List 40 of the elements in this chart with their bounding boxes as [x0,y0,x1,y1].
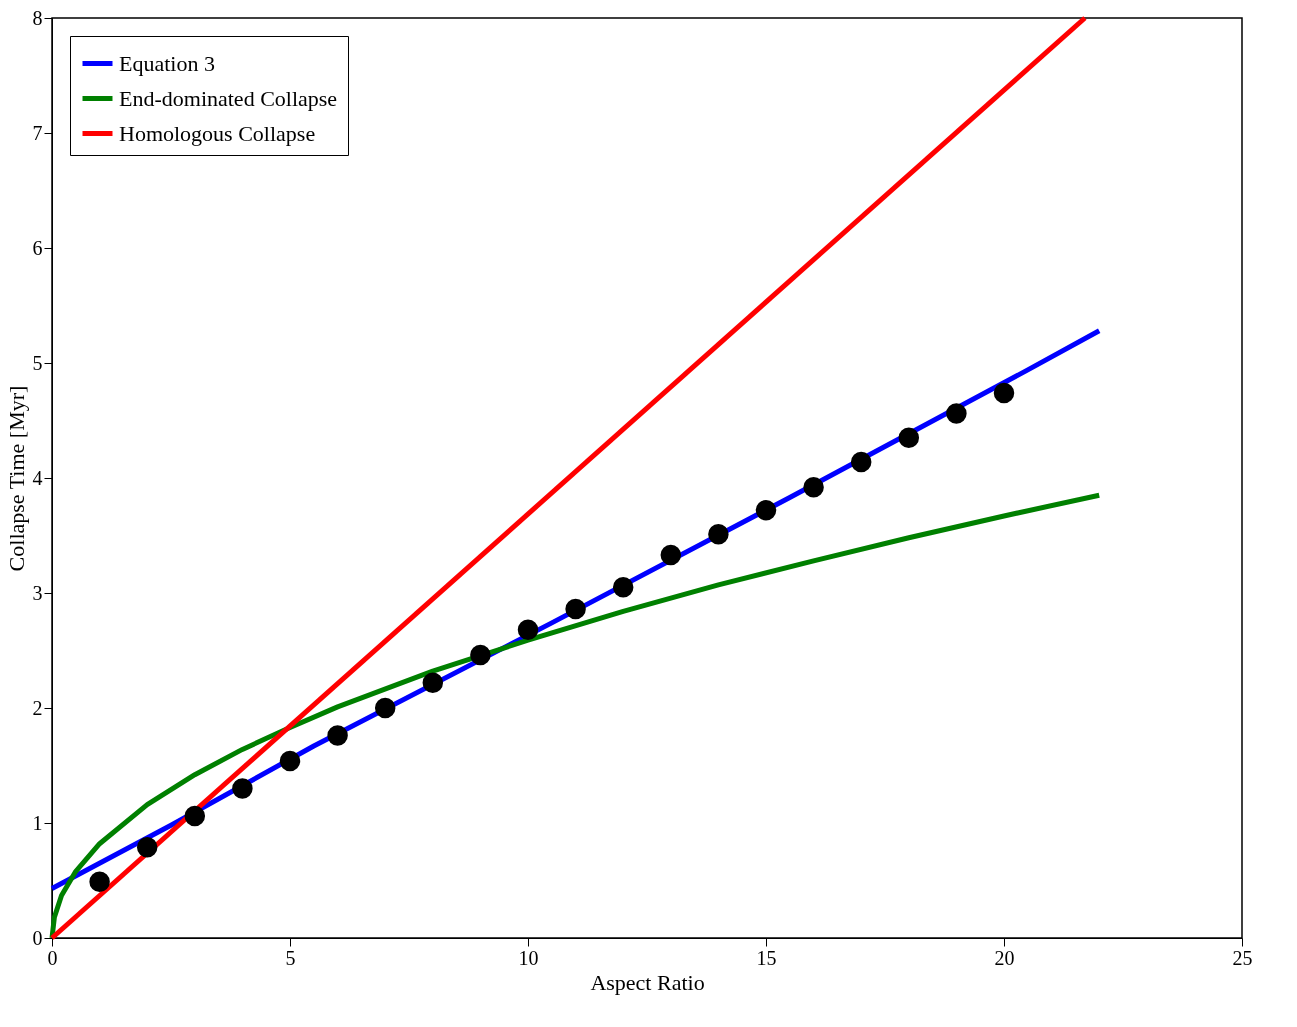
point [993,382,1015,404]
point [470,644,491,666]
y-tick-label: 7 [32,121,43,144]
legend-label: End-dominated Collapse [119,85,338,111]
y-tick-label: 6 [32,236,43,259]
legend-label: Homologous Collapse [119,120,316,146]
x-axis-title: Aspect Ratio [590,969,705,995]
y-tick-label: 0 [32,926,43,949]
point [184,805,206,827]
y-tick-label: 1 [32,811,43,834]
point [422,672,444,693]
point [612,577,634,598]
point [136,836,158,858]
point [708,524,729,545]
point [803,476,824,498]
point [946,403,967,424]
point [850,451,872,473]
point [755,499,777,521]
point [89,871,110,892]
x-tick-label: 25 [1232,946,1253,969]
point [660,544,682,566]
legend-label: Equation 3 [119,50,215,76]
point [374,697,396,719]
x-tick-label: 5 [285,946,296,969]
point [517,619,539,641]
point [565,598,586,620]
y-tick-label: 3 [32,581,43,604]
y-tick-label: 5 [32,351,43,374]
point [232,778,253,799]
y-tick-label: 4 [32,466,43,489]
x-tick-label: 0 [47,946,58,969]
x-tick-label: 15 [756,946,777,969]
y-tick-label: 8 [32,6,43,29]
point [279,750,301,772]
point [327,725,348,746]
y-axis-title: Collapse Time [Myr] [3,385,29,572]
y-tick-label: 2 [32,696,43,719]
point [898,427,920,448]
x-tick-label: 10 [518,946,539,969]
x-tick-label: 20 [994,946,1015,969]
